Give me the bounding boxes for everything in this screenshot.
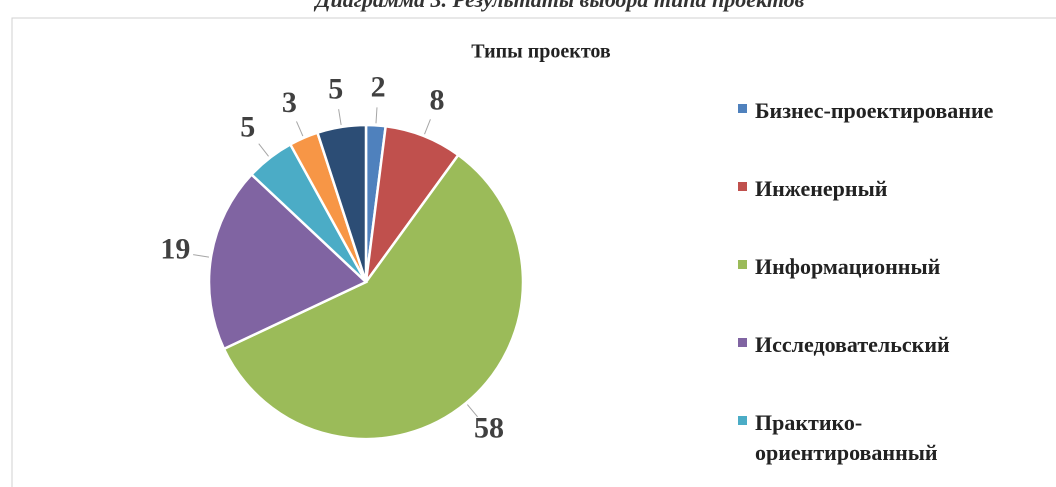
legend-swatch	[738, 260, 747, 269]
leader-line	[375, 107, 378, 124]
legend-label: Информационный	[755, 254, 941, 279]
pie-slice	[207, 172, 369, 351]
legend: Бизнес-проектирование Инженерный Информаци…	[738, 96, 1056, 486]
legend-label: Бизнес-проектирование	[755, 98, 994, 123]
legend-swatch	[738, 182, 747, 191]
data-label: 2	[371, 70, 386, 103]
data-label: 3	[282, 86, 297, 119]
chart-frame	[11, 17, 1056, 487]
data-label: 8	[430, 83, 445, 116]
caption: Диаграмма 3. Результаты выбора типа прое…	[314, 0, 805, 12]
leader-line	[424, 119, 431, 135]
legend-item: Инженерный	[738, 174, 1056, 252]
chart-title: Типы проектов	[471, 41, 611, 63]
data-label: 5	[328, 72, 343, 105]
pie-slice	[222, 153, 525, 441]
data-label: 5	[240, 110, 255, 143]
legend-swatch	[738, 338, 747, 347]
leader-line	[338, 109, 342, 126]
data-label: 58	[474, 412, 504, 445]
data-label: 19	[160, 233, 190, 266]
pie-slice	[315, 123, 368, 283]
legend-label: Практико-ориентированный	[755, 410, 938, 465]
leader-line	[296, 121, 304, 137]
leader-line	[466, 404, 478, 418]
legend-item: Информационный	[738, 252, 1056, 330]
legend-item: Практико-ориентированный	[738, 408, 1056, 486]
legend-swatch	[738, 104, 747, 113]
legend-item: Бизнес-проектирование	[738, 96, 1056, 174]
leader-line	[193, 254, 210, 258]
legend-item: Исследовательский	[738, 330, 1056, 408]
legend-swatch	[738, 416, 747, 425]
leader-line	[258, 143, 269, 157]
legend-label: Исследовательский	[755, 332, 950, 357]
legend-label: Инженерный	[755, 176, 888, 201]
